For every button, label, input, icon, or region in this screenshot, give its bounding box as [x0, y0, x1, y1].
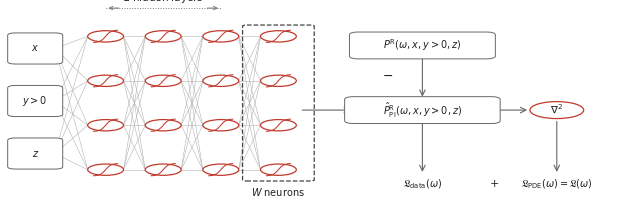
- Circle shape: [260, 31, 296, 42]
- Circle shape: [145, 75, 181, 86]
- Circle shape: [88, 75, 124, 86]
- Circle shape: [260, 120, 296, 131]
- Circle shape: [88, 31, 124, 42]
- FancyBboxPatch shape: [344, 97, 500, 123]
- Circle shape: [145, 164, 181, 175]
- Text: $\mathfrak{L}_{\mathrm{PDE}}(\omega) = \mathfrak{L}(\omega)$: $\mathfrak{L}_{\mathrm{PDE}}(\omega) = \…: [521, 178, 593, 191]
- Text: $\hat{P}^{\mathrm{R}}_{\mathrm{PI}}(\omega, x, y>0, z)$: $\hat{P}^{\mathrm{R}}_{\mathrm{PI}}(\ome…: [383, 100, 462, 120]
- Circle shape: [145, 120, 181, 131]
- Text: $y>0$: $y>0$: [22, 94, 48, 108]
- Text: $x$: $x$: [31, 43, 39, 54]
- FancyBboxPatch shape: [8, 33, 63, 64]
- Text: $z$: $z$: [31, 148, 39, 159]
- Text: $+$: $+$: [489, 178, 499, 189]
- Circle shape: [203, 164, 239, 175]
- Circle shape: [88, 120, 124, 131]
- Text: $\nabla^2$: $\nabla^2$: [550, 103, 563, 116]
- Circle shape: [203, 31, 239, 42]
- FancyBboxPatch shape: [349, 32, 495, 59]
- Circle shape: [260, 164, 296, 175]
- Text: $-$: $-$: [381, 69, 393, 82]
- Circle shape: [530, 102, 584, 119]
- Text: $L$ hidden layers: $L$ hidden layers: [123, 0, 204, 5]
- Text: $\mathfrak{L}_{\mathrm{data}}(\omega)$: $\mathfrak{L}_{\mathrm{data}}(\omega)$: [403, 178, 442, 191]
- Circle shape: [203, 120, 239, 131]
- Circle shape: [145, 31, 181, 42]
- Text: $W$ neurons: $W$ neurons: [252, 186, 305, 198]
- Circle shape: [203, 75, 239, 86]
- Circle shape: [88, 164, 124, 175]
- FancyBboxPatch shape: [8, 85, 63, 117]
- FancyBboxPatch shape: [8, 138, 63, 169]
- Circle shape: [260, 75, 296, 86]
- Text: $P^{\mathrm{R}}(\omega, x, y>0, z)$: $P^{\mathrm{R}}(\omega, x, y>0, z)$: [383, 38, 461, 53]
